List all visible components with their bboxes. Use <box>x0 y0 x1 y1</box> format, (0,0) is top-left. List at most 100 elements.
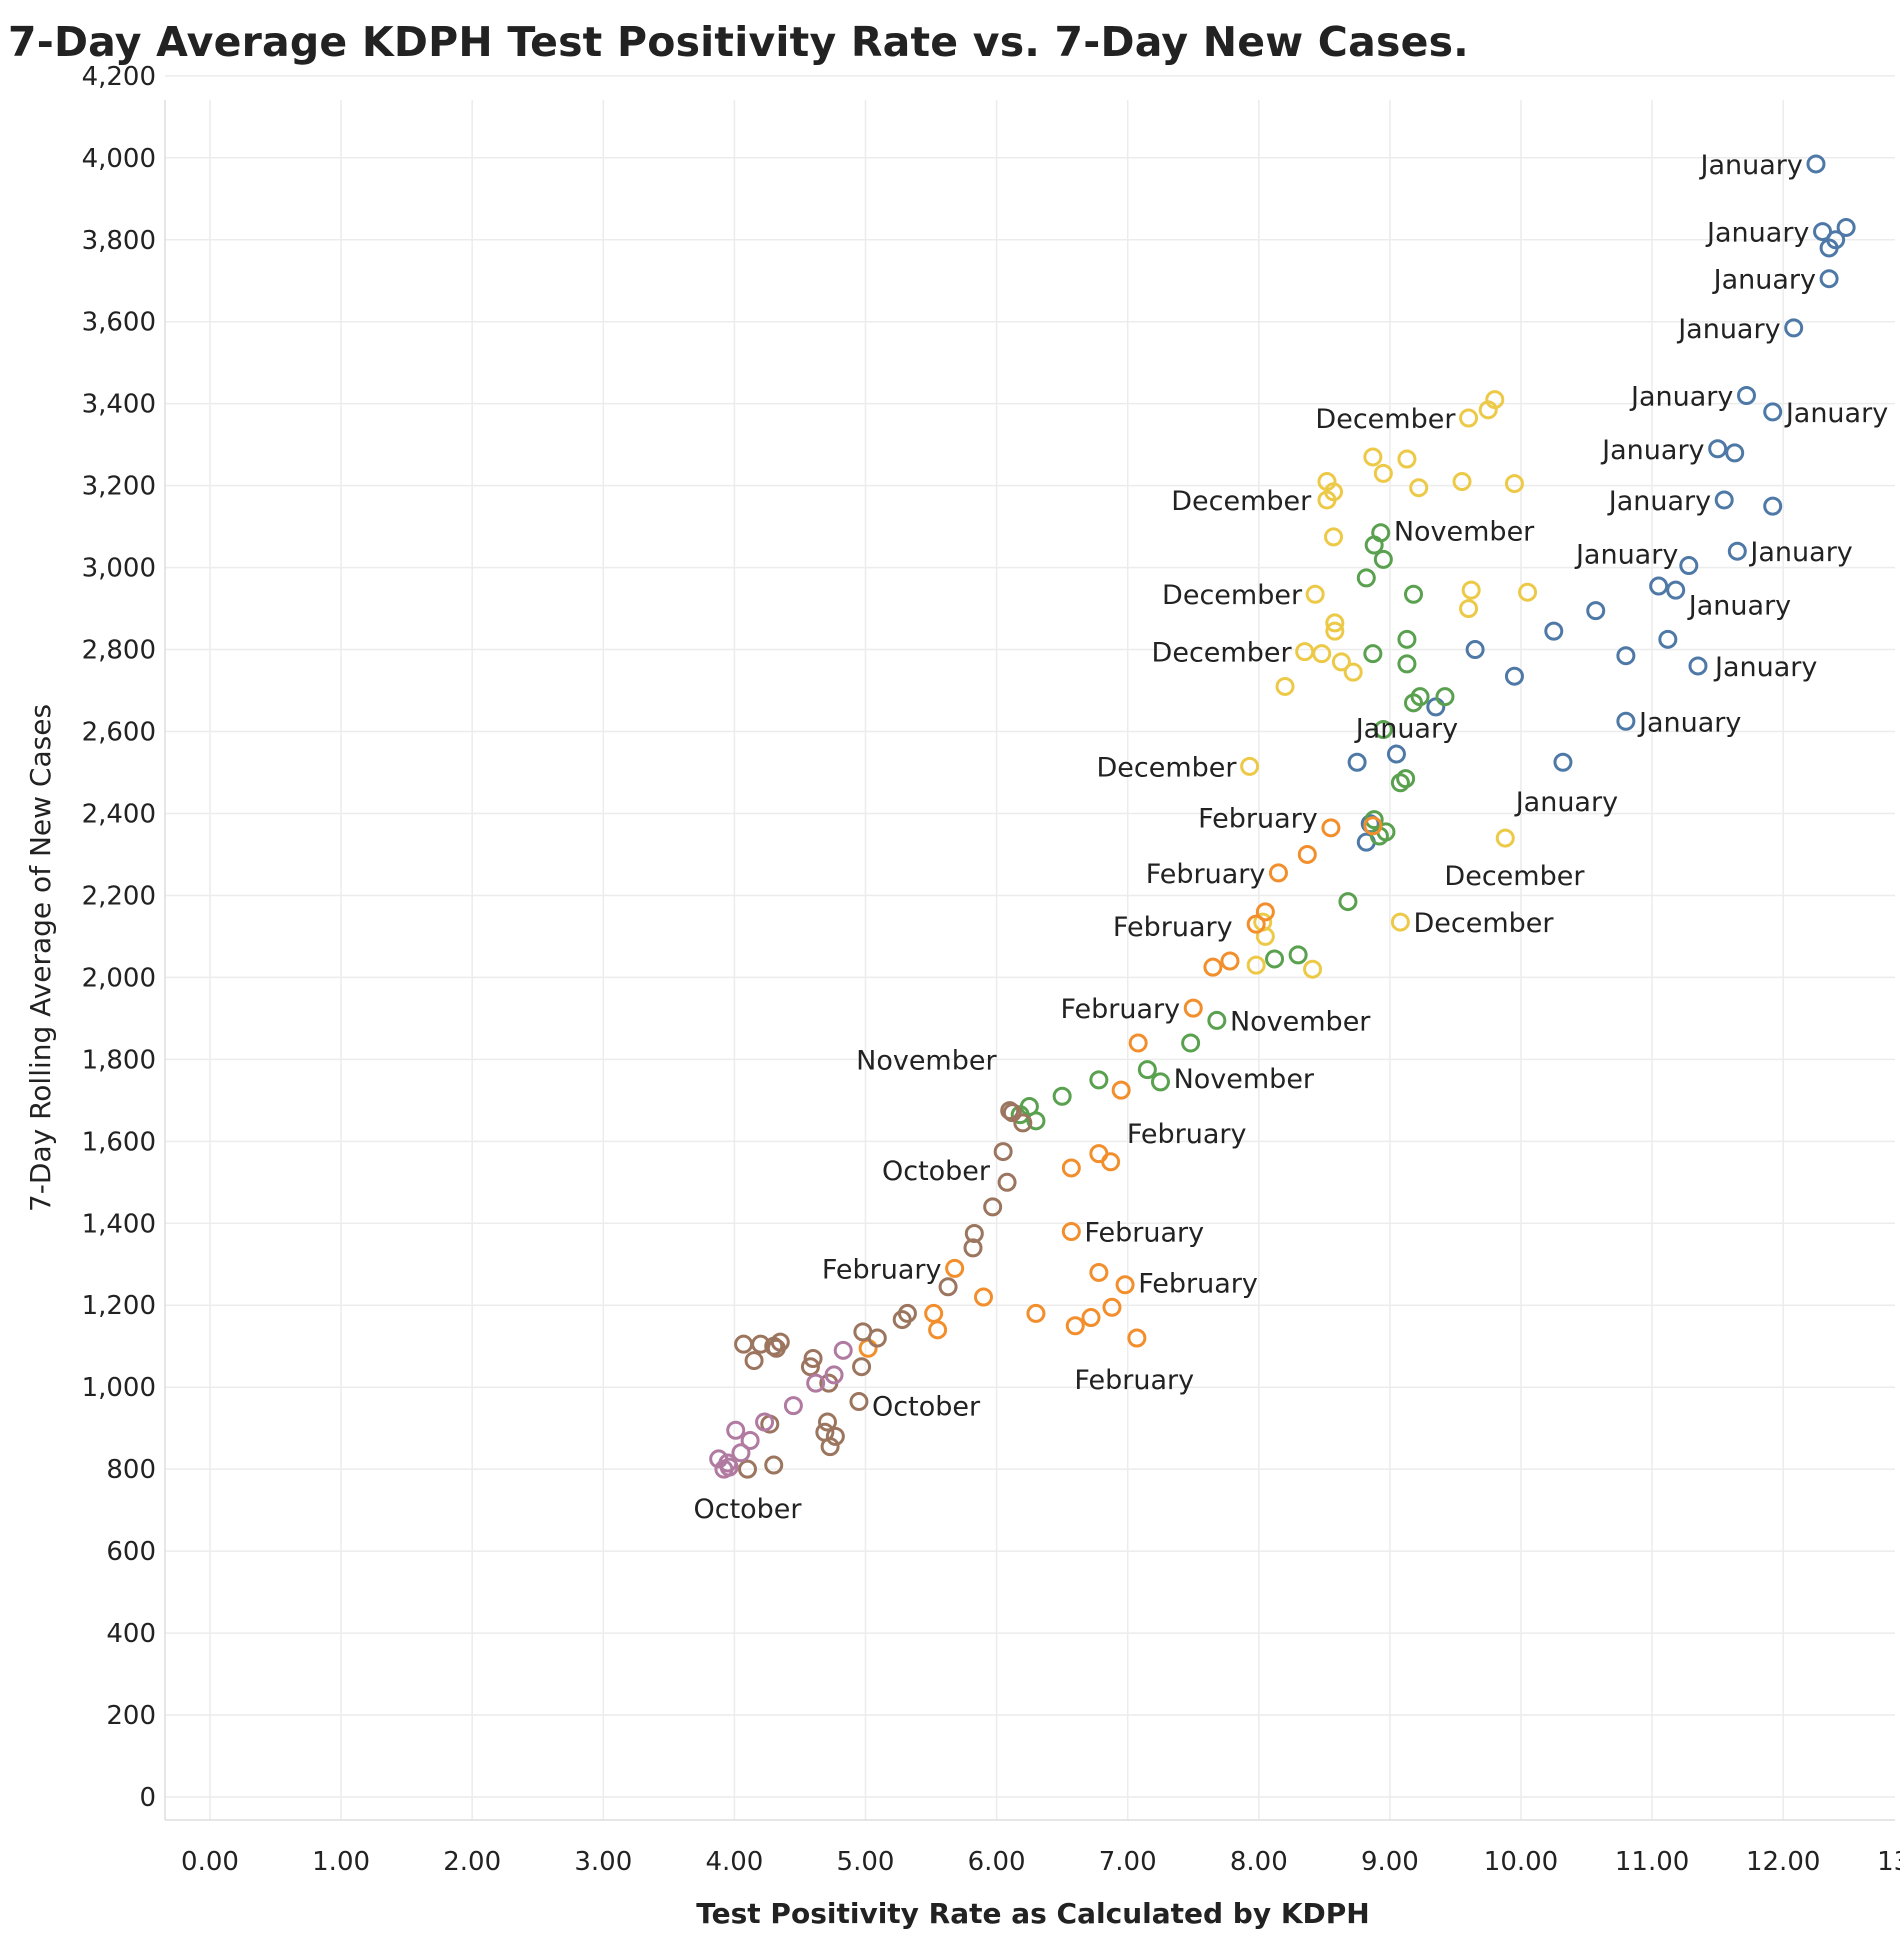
data-point <box>973 1287 993 1307</box>
point-label: January <box>1784 398 1888 429</box>
data-point <box>1246 955 1266 975</box>
y-axis-title: 7-Day Rolling Average of New Cases <box>24 704 57 1212</box>
data-point <box>1288 945 1308 965</box>
point-label: December <box>1152 638 1293 669</box>
data-point <box>1081 1308 1101 1328</box>
data-point <box>833 1340 853 1360</box>
data-point <box>1356 568 1376 588</box>
data-point <box>1461 580 1481 600</box>
x-tick-label: 12.00 <box>1746 1847 1820 1877</box>
data-point <box>1819 238 1839 258</box>
data-point <box>1321 818 1341 838</box>
data-point <box>1102 1297 1122 1317</box>
data-point <box>1819 269 1839 289</box>
point-label: January <box>1514 787 1618 818</box>
point-label: December <box>1096 752 1237 783</box>
data-point <box>755 1412 775 1432</box>
y-tick-label: 2,400 <box>82 799 156 829</box>
point-label: November <box>1230 1006 1371 1037</box>
x-tick-label: 0.00 <box>181 1847 239 1877</box>
grid-lines <box>164 75 1895 1821</box>
data-point <box>1305 584 1325 604</box>
y-tick-label: 2,200 <box>82 881 156 911</box>
data-point <box>1806 154 1826 174</box>
data-point <box>740 1430 760 1450</box>
data-point <box>1295 642 1315 662</box>
point-label: January <box>1676 314 1780 345</box>
data-point <box>766 1338 786 1358</box>
data-point <box>858 1338 878 1358</box>
data-point <box>1331 652 1351 672</box>
data-point <box>1649 576 1669 596</box>
point-label: January <box>1705 218 1809 249</box>
data-point <box>1128 1033 1148 1053</box>
data-point <box>1397 449 1417 469</box>
data-point <box>993 1142 1013 1162</box>
point-label: December <box>1444 861 1585 892</box>
data-point <box>1061 1221 1081 1241</box>
data-point <box>1386 744 1406 764</box>
x-tick-label: 3.00 <box>574 1847 632 1877</box>
y-tick-label: 600 <box>106 1537 156 1567</box>
data-point <box>1518 582 1538 602</box>
data-point <box>1763 496 1783 516</box>
data-point <box>1312 644 1332 664</box>
x-axis-title: Test Positivity Rate as Calculated by KD… <box>696 1897 1369 1930</box>
data-point <box>945 1258 965 1278</box>
point-label: January <box>1713 652 1817 683</box>
data-point <box>734 1334 754 1354</box>
x-tick-label: 11.00 <box>1615 1847 1689 1877</box>
x-tick-label: 7.00 <box>1099 1847 1157 1877</box>
data-point <box>1338 892 1358 912</box>
point-label: November <box>856 1045 997 1076</box>
data-point <box>726 1420 746 1440</box>
data-point <box>764 1455 784 1475</box>
data-point <box>1736 385 1756 405</box>
data-point <box>1203 957 1223 977</box>
data-point <box>1727 541 1747 561</box>
data-point <box>1658 629 1678 649</box>
point-label: December <box>1315 404 1456 435</box>
data-point <box>1435 687 1455 707</box>
point-labels: January January January January January Janua… <box>693 150 1888 1525</box>
data-point <box>783 1396 803 1416</box>
data-point <box>738 1459 758 1479</box>
y-tick-label: 800 <box>106 1455 156 1485</box>
x-tick-label: 4.00 <box>705 1847 763 1877</box>
data-point <box>983 1197 1003 1217</box>
data-point <box>938 1277 958 1297</box>
data-point <box>824 1365 844 1385</box>
point-label: February <box>1146 859 1266 890</box>
data-point <box>1465 640 1485 660</box>
y-tick-label: 1,000 <box>82 1373 156 1403</box>
data-point <box>1459 408 1479 428</box>
point-label: February <box>1198 804 1318 835</box>
point-label: February <box>822 1254 942 1285</box>
data-point <box>1373 549 1393 569</box>
data-point <box>1403 693 1423 713</box>
chart-title: 7-Day Average KDPH Test Positivity Rate … <box>8 18 1469 66</box>
point-label: November <box>1174 1064 1315 1095</box>
point-label: February <box>1113 912 1233 943</box>
point-label: January <box>1629 381 1733 412</box>
data-point <box>1268 863 1288 883</box>
point-label: January <box>1712 265 1816 296</box>
data-point <box>1111 1080 1131 1100</box>
point-label: December <box>1413 908 1554 939</box>
axis-ticks: 0.00 1.00 2.00 3.00 4.00 5.00 6.00 7.00 8.00 9.00… <box>82 62 1900 1877</box>
data-point <box>1397 629 1417 649</box>
data-point <box>1343 662 1363 682</box>
data-point <box>1137 1060 1157 1080</box>
data-point <box>1325 613 1345 633</box>
point-label: January <box>1637 707 1741 738</box>
data-point <box>997 1172 1017 1192</box>
y-tick-label: 3,800 <box>82 226 156 256</box>
data-point <box>1478 400 1498 420</box>
point-label: January <box>1748 537 1852 568</box>
data-point <box>817 1412 837 1432</box>
x-tick-label: 10.00 <box>1484 1847 1558 1877</box>
data-point <box>1317 490 1337 510</box>
y-tick-label: 1,400 <box>82 1209 156 1239</box>
data-point <box>924 1303 944 1323</box>
